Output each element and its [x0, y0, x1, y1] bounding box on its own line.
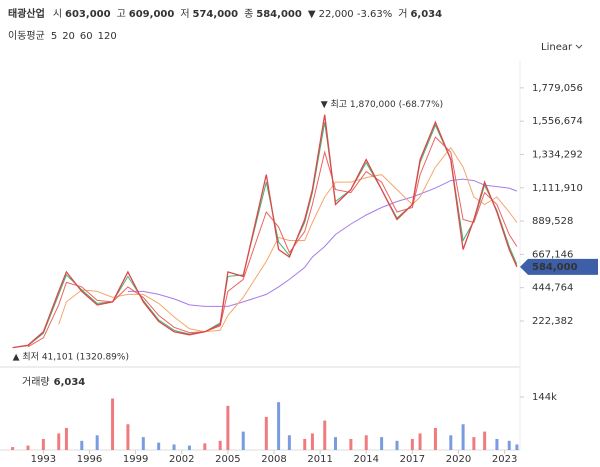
low-annotation: ▲ 최저 41,101 (1320.89%)	[13, 352, 129, 363]
y-tick-label: 1,334,292	[532, 149, 583, 160]
volume-bar	[41, 438, 45, 450]
volume-bar	[264, 416, 268, 450]
x-tick-label: 2011	[307, 454, 332, 465]
volume-bar	[111, 398, 115, 450]
volume-bar	[418, 433, 422, 450]
volume-bar	[218, 440, 222, 450]
volume-bar	[277, 402, 281, 450]
volume-bar	[333, 437, 337, 450]
volume-current: 6,034	[54, 377, 86, 388]
volume-bar	[126, 424, 130, 450]
scale-selector[interactable]: Linear	[541, 42, 573, 53]
last-price-label: 584,000	[532, 262, 578, 273]
x-tick-label: 2020	[446, 454, 471, 465]
volume-bar	[157, 442, 161, 450]
volume-bar	[364, 435, 368, 450]
volume-bar	[226, 405, 230, 450]
y-tick-label: 889,528	[532, 216, 573, 227]
volume-bar	[187, 445, 191, 450]
legend-entry: 5	[51, 31, 57, 42]
x-tick-label: 2005	[215, 454, 240, 465]
header-text: ▼ 22,000 -3.63%	[308, 9, 392, 20]
legend-entry: 60	[80, 31, 93, 42]
volume-bar	[26, 445, 30, 450]
volume-bar	[380, 437, 384, 450]
volume-bar	[80, 440, 84, 450]
header-text: 603,000	[65, 9, 111, 20]
volume-bar	[241, 431, 245, 450]
header-text: 584,000	[256, 9, 302, 20]
volume-bar	[323, 420, 327, 450]
x-tick-label: 1999	[123, 454, 148, 465]
volume-bar	[141, 437, 145, 450]
volume-bar	[433, 427, 437, 450]
volume-bar	[303, 438, 307, 450]
volume-bar	[349, 438, 353, 450]
y-tick-label: 222,382	[532, 316, 573, 327]
header-text: 고	[117, 9, 126, 20]
scale-caret	[575, 44, 583, 49]
last-price-tag	[520, 258, 598, 275]
x-tick-label: 2014	[354, 454, 379, 465]
price-line	[12, 114, 518, 349]
legend-entry: 20	[62, 31, 75, 42]
ma-line	[58, 146, 518, 333]
volume-bar	[57, 433, 61, 450]
volume-bar	[495, 438, 499, 450]
volume-bar	[472, 437, 476, 450]
high-annotation: ▼ 최고 1,870,000 (-68.77%)	[321, 99, 443, 110]
volume-bar	[172, 444, 176, 450]
header-text: 시	[53, 8, 62, 20]
volume-bar	[410, 438, 414, 450]
legend-entry: 120	[98, 31, 117, 42]
volume-bar	[11, 447, 15, 450]
volume-bar	[461, 424, 465, 450]
volume-bar	[310, 433, 314, 450]
y-tick-label: 1,556,674	[532, 116, 583, 127]
header-text: 6,034	[410, 9, 442, 20]
volume-title: 거래량	[22, 376, 50, 388]
x-tick-label: 2017	[400, 454, 425, 465]
ma-line	[127, 178, 518, 307]
header-text: 저	[180, 8, 189, 20]
volume-bar	[95, 435, 99, 450]
volume-bar	[64, 427, 68, 450]
header-text: 거	[398, 8, 407, 20]
header-text: 574,000	[193, 9, 239, 20]
ma-title: 이동평균	[8, 30, 45, 42]
x-tick-label: 2023	[492, 454, 517, 465]
x-tick-label: 2002	[169, 454, 194, 465]
volume-bar	[515, 444, 519, 450]
volume-bar	[287, 435, 291, 450]
header-text: 태광산업	[8, 7, 45, 20]
volume-bar	[507, 440, 511, 450]
volume-bar	[395, 440, 399, 450]
x-tick-label: 1996	[77, 454, 102, 465]
header-text: 종	[244, 8, 253, 20]
volume-bar	[449, 435, 453, 450]
y-tick-label: 667,146	[532, 249, 573, 260]
y-tick-label: 1,779,056	[532, 83, 583, 94]
x-tick-label: 1993	[31, 454, 56, 465]
y-tick-label: 444,764	[532, 283, 573, 294]
ma-line	[12, 122, 518, 349]
volume-bar	[203, 443, 207, 450]
y-tick-label: 1,111,910	[532, 183, 583, 194]
ma-line	[27, 136, 518, 348]
header-text: 609,000	[129, 9, 175, 20]
volume-tick-label: 144k	[532, 392, 557, 403]
volume-bar	[483, 431, 487, 450]
x-tick-label: 2008	[261, 454, 286, 465]
